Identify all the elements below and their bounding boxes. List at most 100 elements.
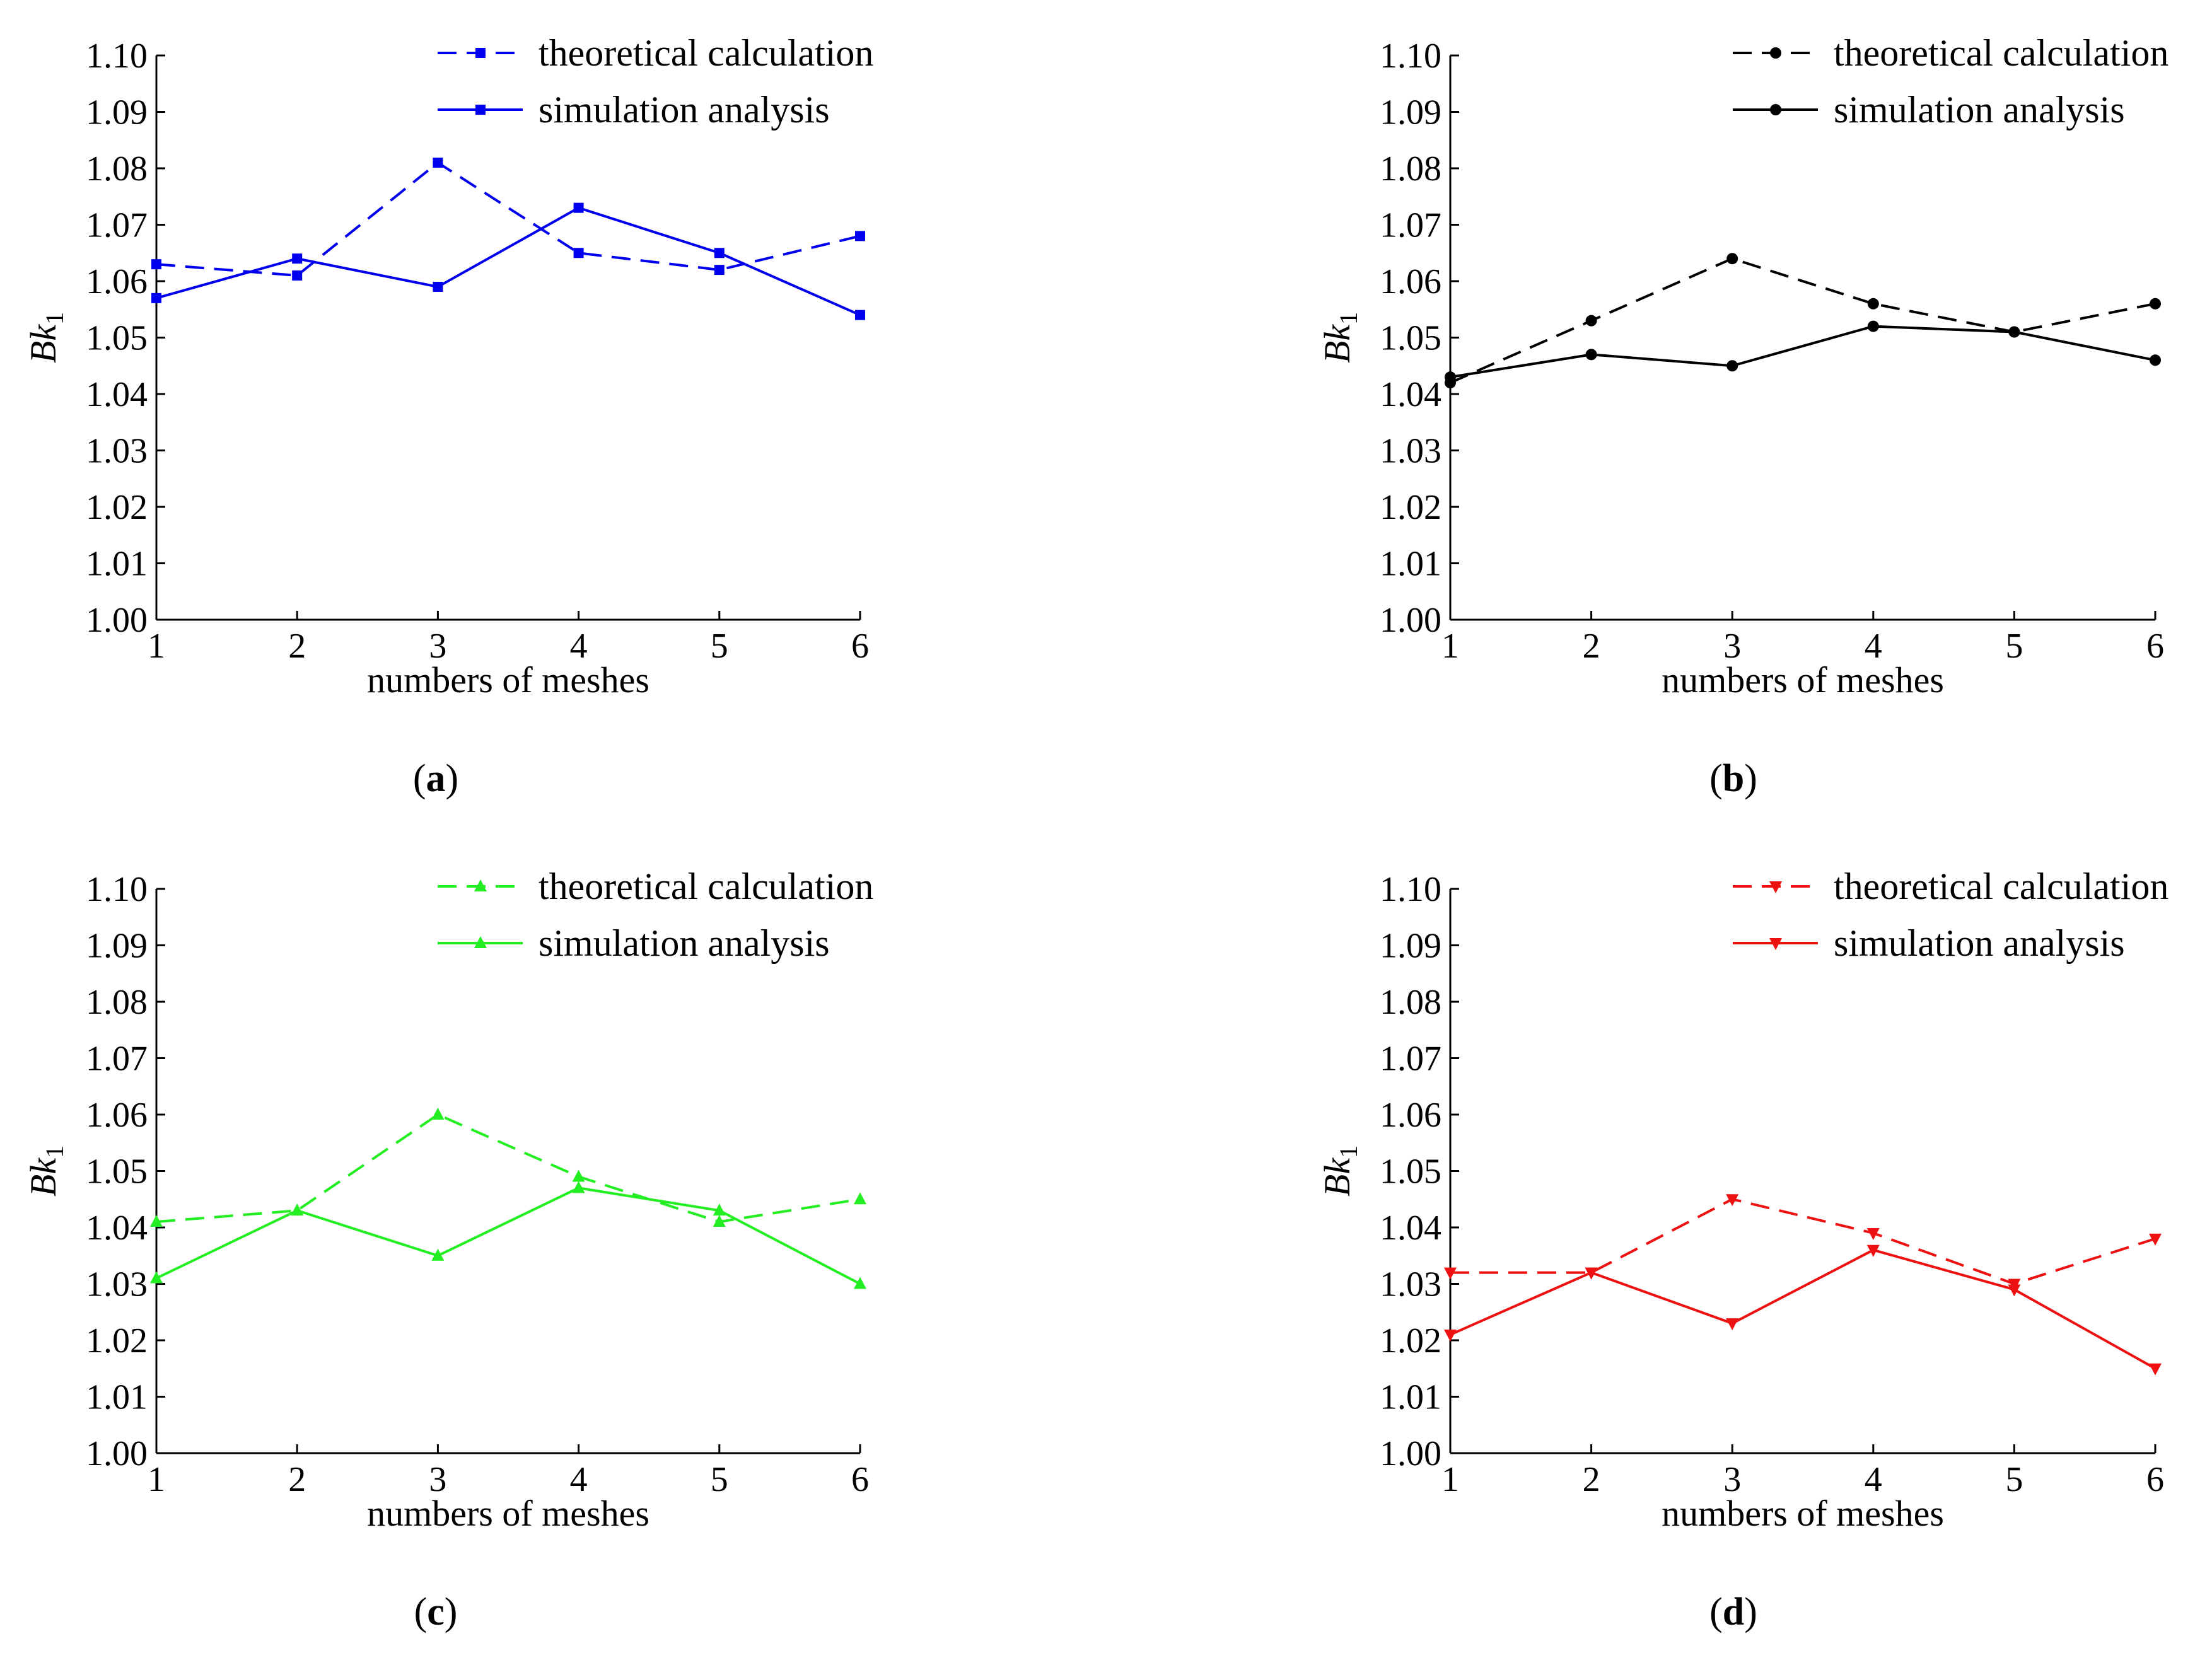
data-point-d-simulation xyxy=(2149,1363,2162,1376)
legend-label-c-0: theoretical calculation xyxy=(538,866,873,907)
y-tick-label-b: 1.03 xyxy=(1380,432,1441,471)
y-tick-label-c: 1.02 xyxy=(86,1321,148,1360)
legend-marker-d-1 xyxy=(1769,938,1782,950)
y-tick-label-c: 1.09 xyxy=(86,927,148,966)
y-tick-label-b: 1.01 xyxy=(1380,545,1441,584)
y-tick-label-d: 1.04 xyxy=(1380,1209,1441,1248)
data-point-c-theoretical xyxy=(431,1108,445,1120)
y-tick-label-b: 1.02 xyxy=(1380,488,1441,527)
y-tick-label-c: 1.01 xyxy=(86,1378,148,1417)
data-point-d-theoretical xyxy=(2149,1233,2162,1246)
y-tick-label-a: 1.04 xyxy=(86,375,148,414)
legend-label-d-1: simulation analysis xyxy=(1834,922,2125,964)
chart-panel-b: 1.00 1.01 1.02 1.03 1.04 1.05 1.06 1.07 1.08 1.09… xyxy=(1106,0,2212,837)
y-tick-label-d: 1.09 xyxy=(1380,927,1441,966)
y-tick-label-a: 1.08 xyxy=(86,149,148,188)
y-tick-label-c: 1.00 xyxy=(86,1434,148,1473)
y-tick-label-a: 1.03 xyxy=(86,432,148,471)
x-tick-label-d: 4 xyxy=(1865,1460,1882,1499)
y-tick-label-d: 1.03 xyxy=(1380,1265,1441,1304)
y-tick-label-a: 1.05 xyxy=(86,319,148,358)
y-axis-title-b: Bk1 xyxy=(1317,312,1363,363)
y-tick-label-d: 1.07 xyxy=(1380,1040,1441,1079)
x-tick-label-c: 5 xyxy=(711,1460,728,1499)
data-point-b-theoretical xyxy=(1585,315,1597,327)
data-point-c-simulation xyxy=(713,1203,726,1216)
x-tick-label-a: 3 xyxy=(429,627,446,666)
data-point-a-simulation xyxy=(855,310,865,320)
data-point-c-theoretical xyxy=(854,1192,866,1205)
y-tick-label-b: 1.07 xyxy=(1380,206,1441,245)
data-point-a-simulation xyxy=(151,293,161,303)
data-point-a-simulation xyxy=(573,202,584,213)
data-point-b-simulation xyxy=(1585,349,1597,361)
y-tick-label-c: 1.03 xyxy=(86,1265,148,1304)
legend-label-a-1: simulation analysis xyxy=(538,89,830,130)
y-tick-label-a: 1.00 xyxy=(86,601,148,640)
chart-panel-a: 1.00 1.01 1.02 1.03 1.04 1.05 1.06 1.07 1.08 1.09… xyxy=(0,0,1106,837)
data-point-b-simulation xyxy=(1445,371,1456,383)
y-tick-label-b: 1.05 xyxy=(1380,319,1441,358)
y-tick-label-d: 1.05 xyxy=(1380,1152,1441,1192)
data-point-c-simulation xyxy=(291,1203,304,1216)
panel-label-b: (b) xyxy=(1709,757,1757,800)
y-tick-label-a: 1.01 xyxy=(86,545,148,584)
y-tick-label-d: 1.00 xyxy=(1380,1434,1441,1473)
x-tick-label-b: 3 xyxy=(1723,627,1741,666)
data-point-a-simulation xyxy=(714,248,725,258)
data-point-c-simulation xyxy=(572,1181,585,1193)
data-point-b-theoretical xyxy=(1726,253,1738,265)
x-tick-label-a: 5 xyxy=(711,627,728,666)
x-tick-label-a: 1 xyxy=(148,627,165,666)
x-tick-label-b: 4 xyxy=(1865,627,1882,666)
series-line-d-simulation xyxy=(1450,1248,2156,1370)
legend-label-d-0: theoretical calculation xyxy=(1834,866,2168,907)
y-tick-label-c: 1.06 xyxy=(86,1096,148,1135)
legend-label-a-0: theoretical calculation xyxy=(538,32,873,74)
x-axis-title-a: numbers of meshes xyxy=(367,659,649,700)
data-point-d-theoretical xyxy=(1444,1267,1457,1280)
series-line-b-theoretical xyxy=(1450,257,2156,384)
data-point-d-theoretical xyxy=(1866,1227,1880,1240)
data-point-a-simulation xyxy=(433,281,443,292)
x-tick-label-b: 1 xyxy=(1441,627,1459,666)
x-tick-label-b: 2 xyxy=(1583,627,1600,666)
legend-marker-b-1 xyxy=(1770,104,1781,115)
data-point-a-theoretical xyxy=(855,231,865,241)
data-point-c-simulation xyxy=(431,1248,445,1261)
chart-a-svg: 1.00 1.01 1.02 1.03 1.04 1.05 1.06 1.07 1.08 1.09… xyxy=(23,32,873,800)
chart-c-svg: 1.00 1.01 1.02 1.03 1.04 1.05 1.06 1.07 1.08 1.09… xyxy=(23,866,873,1633)
y-tick-label-d: 1.02 xyxy=(1380,1321,1441,1360)
x-tick-label-c: 1 xyxy=(148,1460,165,1499)
y-tick-label-c: 1.05 xyxy=(86,1152,148,1192)
data-point-d-simulation xyxy=(2008,1284,2021,1297)
y-tick-label-d: 1.08 xyxy=(1380,983,1441,1022)
x-axis-title-b: numbers of meshes xyxy=(1662,659,1944,700)
y-tick-label-d: 1.10 xyxy=(1380,870,1441,909)
x-tick-label-a: 2 xyxy=(288,627,306,666)
data-point-a-theoretical xyxy=(573,248,584,258)
y-tick-label-c: 1.07 xyxy=(86,1040,148,1079)
y-tick-label-a: 1.02 xyxy=(86,488,148,527)
y-tick-label-a: 1.10 xyxy=(86,37,148,76)
legend-label-c-1: simulation analysis xyxy=(538,922,830,964)
data-point-c-simulation xyxy=(150,1271,163,1284)
x-tick-label-c: 3 xyxy=(429,1460,446,1499)
chart-panel-c: 1.00 1.01 1.02 1.03 1.04 1.05 1.06 1.07 1.08 1.09… xyxy=(0,833,1106,1670)
y-axis-title-d: Bk1 xyxy=(1317,1145,1363,1197)
data-point-c-theoretical xyxy=(572,1169,585,1182)
x-tick-label-d: 1 xyxy=(1441,1460,1459,1499)
legend-marker-c-0 xyxy=(474,879,487,891)
x-tick-label-c: 4 xyxy=(570,1460,588,1499)
x-tick-label-c: 6 xyxy=(851,1460,869,1499)
y-tick-label-b: 1.10 xyxy=(1380,37,1441,76)
data-point-b-simulation xyxy=(1726,360,1738,372)
y-tick-label-a: 1.07 xyxy=(86,206,148,245)
y-axis-title-c: Bk1 xyxy=(23,1145,69,1197)
y-tick-label-a: 1.06 xyxy=(86,262,148,301)
series-line-c-simulation xyxy=(156,1186,861,1285)
chart-d-svg: 1.00 1.01 1.02 1.03 1.04 1.05 1.06 1.07 1.08 1.09… xyxy=(1317,866,2168,1633)
chart-panel-d: 1.00 1.01 1.02 1.03 1.04 1.05 1.06 1.07 1.08 1.09… xyxy=(1106,833,2212,1670)
data-point-a-simulation xyxy=(292,253,303,264)
